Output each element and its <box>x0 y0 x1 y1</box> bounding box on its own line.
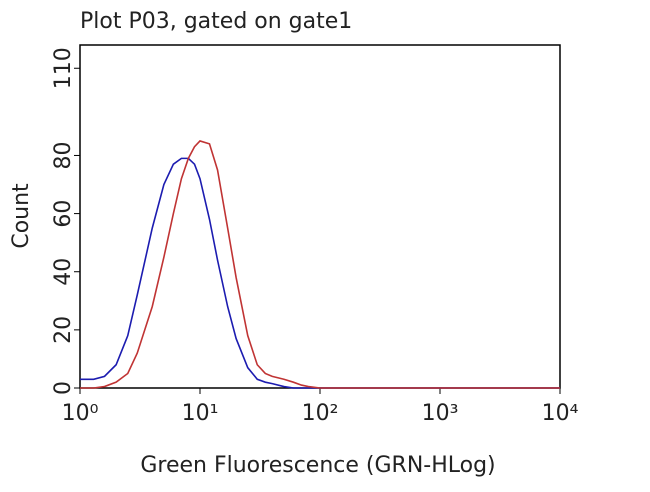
y-tick-label: 60 <box>51 200 76 228</box>
y-tick-label: 40 <box>51 258 76 286</box>
y-tick-label: 80 <box>51 141 76 169</box>
x-tick-label: 10² <box>302 401 339 426</box>
y-tick-label: 110 <box>51 47 76 89</box>
x-axis-label: Green Fluorescence (GRN-HLog) <box>140 453 495 478</box>
x-tick-label: 10⁰ <box>62 401 99 426</box>
x-tick-label: 10³ <box>422 401 459 426</box>
series-line <box>80 140 560 389</box>
x-tick-label: 10¹ <box>182 401 219 426</box>
x-tick-label: 10⁴ <box>542 401 579 426</box>
y-axis-label: Count <box>9 183 34 249</box>
y-tick-label: 0 <box>51 381 76 395</box>
y-tick-label: 20 <box>51 316 76 344</box>
chart-title: Plot P03, gated on gate1 <box>80 9 352 34</box>
plot-frame <box>79 44 561 389</box>
series-line <box>80 157 560 389</box>
